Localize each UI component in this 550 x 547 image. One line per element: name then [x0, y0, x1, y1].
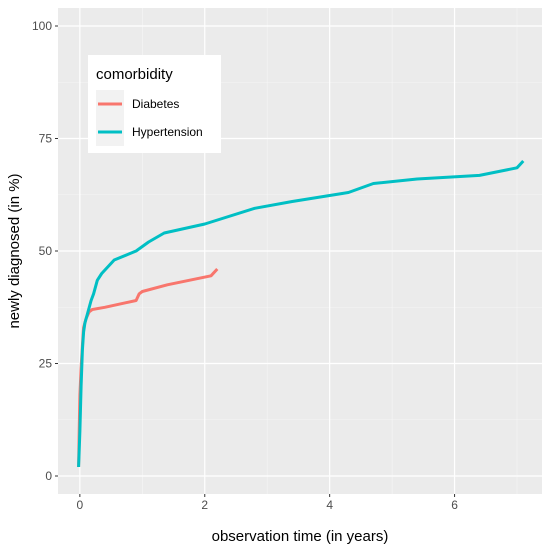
x-tick-label: 4: [326, 498, 333, 512]
legend: comorbidity Diabetes Hypertension: [88, 55, 221, 153]
y-tick-label: 75: [39, 132, 53, 146]
x-tick-label: 6: [451, 498, 458, 512]
y-axis-title: newly diagnosed (in %): [6, 173, 23, 328]
series-lines: [77, 159, 525, 468]
legend-label-diabetes: Diabetes: [132, 97, 179, 111]
grid-lines: [58, 8, 542, 494]
y-tick-label: 100: [32, 19, 52, 33]
axis-ticks: 0 2 4 6 0 25 50 75 100: [32, 19, 458, 512]
series-line-hypertension: [77, 159, 525, 468]
legend-label-hypertension: Hypertension: [132, 125, 203, 139]
legend-title: comorbidity: [96, 66, 173, 83]
y-tick-label: 50: [39, 244, 53, 258]
x-tick-label: 0: [77, 498, 84, 512]
x-axis-title: observation time (in years): [212, 528, 389, 545]
y-tick-label: 25: [39, 357, 53, 371]
x-tick-label: 2: [201, 498, 208, 512]
y-tick-label: 0: [45, 469, 52, 483]
